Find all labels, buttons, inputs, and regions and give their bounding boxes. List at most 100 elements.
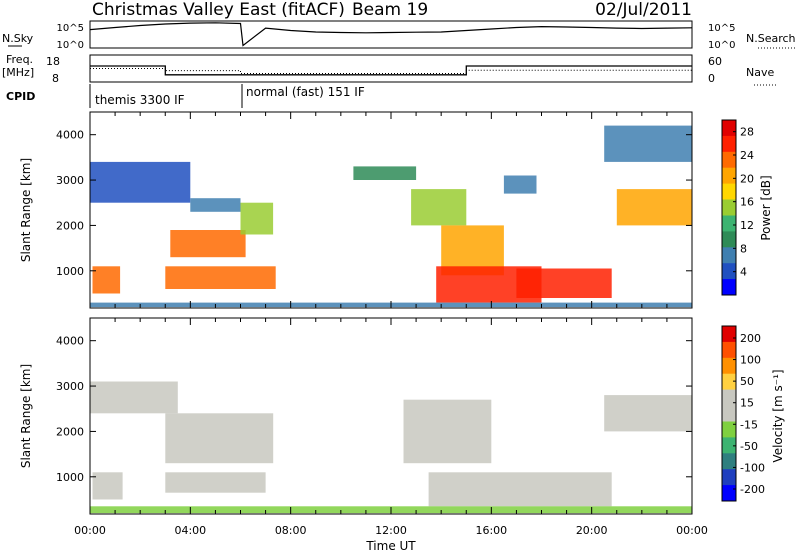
- colorbar-tick-label: 12: [740, 219, 754, 232]
- colorbar-tick-label: 24: [740, 149, 754, 162]
- velocity-y-tick-label: 1000: [56, 471, 84, 484]
- velocity-region: [428, 472, 612, 507]
- cpid-label: CPID: [6, 90, 35, 103]
- power-region: [616, 189, 693, 226]
- x-tick-label: 04:00: [174, 524, 206, 537]
- n-sky-series: [89, 22, 693, 47]
- velocity-y-tick-label: 4000: [56, 335, 84, 348]
- time-x-ticks: 00:00 04:00 08:00 12:00 16:00 20:00 00:00: [74, 524, 708, 537]
- n-sky-label: N.Sky: [2, 32, 34, 45]
- colorbar-swatch: [722, 279, 736, 296]
- velocity-region: [165, 413, 274, 464]
- x-axis-label: Time UT: [365, 539, 416, 553]
- velocity-colorbar: 200 100 50 15 -15 -50 -100 -200: [721, 325, 765, 502]
- nave-bottom-tick: 0: [708, 72, 715, 85]
- noise-left-bottom-tick: 10^0: [57, 40, 84, 51]
- nave-series: [90, 68, 692, 74]
- velocity-y-ticks: 1000 2000 3000 4000: [56, 318, 693, 514]
- velocity-region: [90, 381, 178, 414]
- power-region: [92, 266, 121, 294]
- colorbar-tick-label: 100: [740, 354, 761, 367]
- power-y-ticks: 1000 2000 3000 4000: [56, 112, 693, 308]
- power-region: [190, 198, 241, 212]
- colorbar-tick-label: 16: [740, 196, 754, 209]
- colorbar-swatch: [722, 199, 736, 216]
- colorbar-swatch: [722, 247, 736, 264]
- colorbar-tick-label: 200: [740, 332, 761, 345]
- power-y-tick-label: 2000: [56, 219, 84, 232]
- noise-right-bottom-tick: 10^0: [708, 40, 735, 51]
- colorbar-swatch: [722, 341, 736, 359]
- power-region: [604, 125, 692, 162]
- colorbar-tick-label: 4: [740, 266, 747, 279]
- colorbar-tick-label: 50: [740, 375, 754, 388]
- cpid-bar: CPID themis 3300 IF normal (fast) 151 IF: [6, 84, 365, 108]
- colorbar-swatch: [722, 183, 736, 200]
- x-tick-label: 00:00: [74, 524, 106, 537]
- power-region: [170, 230, 246, 258]
- mhz-label: [MHz]: [2, 66, 34, 79]
- colorbar-swatch: [722, 421, 736, 438]
- power-region: [353, 166, 417, 180]
- velocity-ylabel: Slant Range [km]: [19, 364, 33, 468]
- colorbar-swatch: [722, 485, 736, 502]
- colorbar-tick-label: -50: [740, 440, 758, 453]
- date-label: 02/Jul/2011: [595, 0, 692, 20]
- colorbar-swatch: [722, 263, 736, 280]
- freq-label: Freq.: [6, 53, 33, 66]
- velocity-cbar-label: Velocity [m s⁻¹]: [771, 369, 785, 462]
- power-panel: 1000 2000 3000 4000 Slant Range [km] 4 8 12 16…: [19, 111, 773, 309]
- power-region: [240, 202, 274, 235]
- power-data: [90, 125, 693, 308]
- x-tick-label: 12:00: [375, 524, 407, 537]
- colorbar-swatch: [722, 389, 736, 406]
- power-region: [411, 189, 467, 226]
- velocity-region: [604, 395, 692, 432]
- colorbar-swatch: [722, 357, 736, 375]
- velocity-y-tick-label: 3000: [56, 380, 84, 393]
- power-region: [90, 161, 191, 203]
- colorbar-swatch: [722, 326, 736, 343]
- cpid-segment-themis: themis 3300 IF: [95, 93, 185, 107]
- velocity-panel: 1000 2000 3000 4000 00:00 04:00 08:00 12:00 16:…: [19, 317, 785, 553]
- chart-title: Christmas Valley East (fitACF): [92, 0, 345, 20]
- velocity-region: [92, 472, 123, 500]
- noise-right-top-tick: 10^5: [708, 23, 735, 34]
- power-colorbar: 4 8 12 16 20 24 28: [721, 119, 754, 296]
- colorbar-swatch: [722, 120, 736, 137]
- velocity-region: [403, 399, 492, 464]
- colorbar-swatch: [722, 405, 736, 422]
- freq-series: [90, 65, 692, 76]
- power-y-tick-label: 3000: [56, 174, 84, 187]
- colorbar-swatch: [722, 437, 736, 454]
- n-search-label: N.Search: [746, 32, 796, 45]
- colorbar-swatch: [722, 373, 736, 391]
- velocity-data: [90, 381, 692, 514]
- colorbar-tick-label: 15: [740, 397, 754, 410]
- cpid-segment-normal: normal (fast) 151 IF: [246, 85, 365, 99]
- colorbar-tick-label: 28: [740, 126, 754, 139]
- power-region: [165, 266, 276, 289]
- power-y-tick-label: 4000: [56, 129, 84, 142]
- nave-label: Nave: [746, 66, 774, 79]
- power-region: [516, 268, 612, 298]
- frequency-panel: Freq. [MHz] 18 8 60 0 Nave: [2, 53, 776, 86]
- colorbar-swatch: [722, 135, 736, 153]
- x-tick-label: 00:00: [676, 524, 708, 537]
- noise-left-top-tick: 10^5: [57, 23, 84, 34]
- power-y-tick-label: 1000: [56, 265, 84, 278]
- power-region: [503, 175, 537, 194]
- colorbar-swatch: [722, 469, 736, 486]
- x-tick-label: 08:00: [275, 524, 307, 537]
- colorbar-tick-label: 8: [740, 242, 747, 255]
- x-tick-label: 20:00: [576, 524, 608, 537]
- velocity-region: [165, 472, 266, 493]
- nave-top-tick: 60: [708, 55, 722, 68]
- velocity-y-tick-label: 2000: [56, 425, 84, 438]
- freq-bottom-tick: 8: [52, 72, 59, 85]
- colorbar-swatch: [722, 215, 736, 232]
- colorbar-swatch: [722, 231, 736, 248]
- colorbar-tick-label: -200: [740, 483, 765, 496]
- x-tick-label: 16:00: [475, 524, 507, 537]
